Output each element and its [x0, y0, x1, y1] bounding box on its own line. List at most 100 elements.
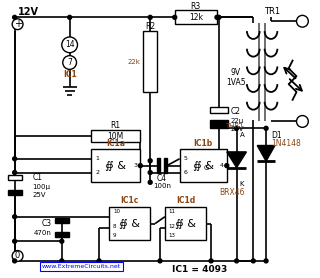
- Text: 12V: 12V: [18, 8, 39, 18]
- Bar: [210, 120, 228, 128]
- Bar: [165, 207, 206, 240]
- Circle shape: [13, 157, 17, 161]
- Circle shape: [12, 19, 23, 29]
- Text: ∯ &: ∯ &: [105, 161, 126, 171]
- Circle shape: [251, 259, 255, 263]
- Circle shape: [235, 126, 239, 130]
- Text: 100μ: 100μ: [32, 184, 50, 190]
- Text: 100n: 100n: [153, 183, 171, 189]
- Circle shape: [297, 15, 308, 27]
- Circle shape: [215, 15, 219, 19]
- Circle shape: [13, 239, 17, 243]
- Text: 22μ: 22μ: [231, 118, 244, 125]
- Text: 1: 1: [95, 156, 99, 161]
- Text: 25V: 25V: [231, 126, 244, 132]
- Text: ∯ &: ∯ &: [175, 219, 196, 229]
- Text: www.ExtremeCircuits.net: www.ExtremeCircuits.net: [42, 264, 121, 269]
- Circle shape: [13, 259, 17, 263]
- Text: 12: 12: [169, 224, 176, 229]
- Polygon shape: [227, 152, 246, 168]
- Bar: [8, 175, 21, 180]
- Bar: [175, 11, 217, 24]
- Text: 10: 10: [113, 209, 120, 214]
- Circle shape: [97, 259, 101, 263]
- Circle shape: [12, 250, 23, 261]
- Text: A: A: [240, 132, 244, 138]
- Circle shape: [13, 15, 17, 19]
- Bar: [55, 218, 69, 223]
- Text: 12k: 12k: [189, 13, 203, 22]
- Text: 7: 7: [67, 58, 72, 67]
- Circle shape: [68, 15, 72, 19]
- Text: G: G: [204, 165, 209, 171]
- Bar: [164, 158, 167, 173]
- Circle shape: [235, 259, 239, 263]
- Text: 4: 4: [220, 163, 224, 168]
- Text: 22k: 22k: [127, 59, 140, 64]
- Bar: [210, 107, 228, 113]
- Text: IC1c: IC1c: [120, 197, 139, 205]
- Bar: [8, 190, 21, 195]
- Text: 0: 0: [15, 252, 20, 260]
- Circle shape: [264, 126, 268, 130]
- Circle shape: [63, 56, 76, 70]
- Bar: [91, 130, 140, 142]
- Text: C2: C2: [231, 107, 241, 116]
- Circle shape: [209, 259, 213, 263]
- Text: 11: 11: [169, 209, 176, 214]
- Bar: [55, 232, 69, 237]
- Text: 5: 5: [184, 156, 188, 161]
- Circle shape: [148, 170, 152, 175]
- Text: C1: C1: [32, 173, 42, 182]
- Text: IC1a: IC1a: [106, 138, 125, 148]
- Text: 25V: 25V: [32, 192, 46, 198]
- Text: 1VA5: 1VA5: [226, 78, 245, 87]
- Bar: [180, 149, 227, 182]
- Text: 10M: 10M: [108, 132, 124, 141]
- Circle shape: [148, 180, 152, 184]
- Text: C4: C4: [157, 174, 167, 183]
- Text: IC1b: IC1b: [194, 138, 213, 148]
- Text: 9: 9: [113, 233, 116, 238]
- Circle shape: [148, 159, 152, 163]
- Text: TR1: TR1: [264, 7, 280, 16]
- Text: 470n: 470n: [34, 230, 52, 236]
- Circle shape: [264, 259, 268, 263]
- Text: 13: 13: [169, 233, 176, 238]
- Circle shape: [60, 259, 64, 263]
- Text: D1: D1: [271, 131, 282, 140]
- Text: THR1: THR1: [225, 123, 244, 129]
- Text: C3: C3: [42, 219, 52, 228]
- Polygon shape: [257, 145, 275, 161]
- Circle shape: [62, 37, 77, 53]
- Text: ∯ &: ∯ &: [119, 219, 140, 229]
- Text: IC1: IC1: [63, 70, 76, 79]
- Text: 8: 8: [113, 224, 116, 229]
- Circle shape: [297, 116, 308, 127]
- Text: 3: 3: [133, 163, 137, 168]
- Text: 1N4148: 1N4148: [271, 139, 301, 148]
- Text: BRX46: BRX46: [219, 188, 244, 197]
- Circle shape: [225, 164, 229, 168]
- Text: 6: 6: [184, 170, 188, 175]
- Circle shape: [13, 215, 17, 219]
- Text: ∯ &: ∯ &: [193, 161, 214, 171]
- Circle shape: [13, 170, 17, 175]
- Text: IC1 = 4093: IC1 = 4093: [172, 265, 227, 274]
- Text: R3: R3: [191, 2, 201, 11]
- Text: +: +: [13, 19, 21, 29]
- Text: 14: 14: [65, 40, 75, 49]
- Bar: [109, 207, 150, 240]
- Circle shape: [217, 15, 221, 19]
- Bar: [91, 149, 140, 182]
- Circle shape: [158, 259, 162, 263]
- Text: R2: R2: [145, 22, 155, 31]
- Circle shape: [138, 164, 142, 168]
- Bar: [157, 158, 160, 173]
- Circle shape: [60, 239, 64, 243]
- Text: 2: 2: [95, 170, 99, 175]
- Text: K: K: [240, 181, 244, 187]
- Text: IC1d: IC1d: [176, 197, 195, 205]
- Text: 9V: 9V: [231, 68, 241, 77]
- Circle shape: [173, 15, 177, 19]
